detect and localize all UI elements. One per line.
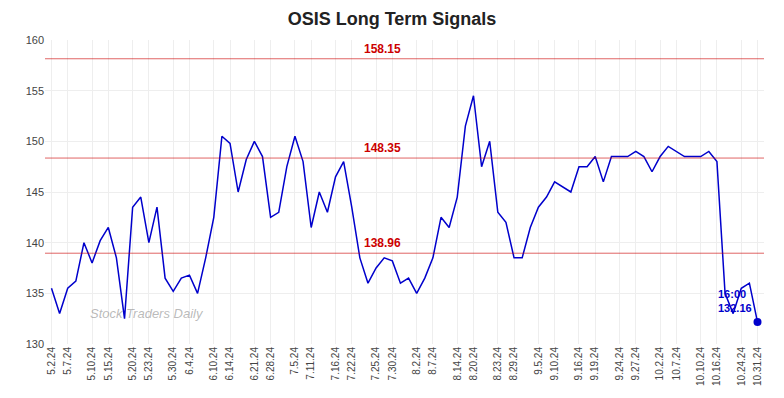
svg-text:5.30.24: 5.30.24 bbox=[167, 347, 178, 381]
svg-text:10.31.24: 10.31.24 bbox=[752, 347, 763, 386]
svg-text:5.23.24: 5.23.24 bbox=[143, 347, 154, 381]
svg-text:8.29.24: 8.29.24 bbox=[508, 347, 519, 381]
svg-text:9.10.24: 9.10.24 bbox=[549, 347, 560, 381]
svg-text:6.28.24: 6.28.24 bbox=[265, 347, 276, 381]
svg-text:145: 145 bbox=[26, 186, 44, 198]
svg-text:150: 150 bbox=[26, 135, 44, 147]
svg-text:158.15: 158.15 bbox=[364, 42, 401, 56]
svg-text:7.5.24: 7.5.24 bbox=[289, 347, 300, 375]
svg-text:7.16.24: 7.16.24 bbox=[330, 347, 341, 381]
svg-text:5.20.24: 5.20.24 bbox=[127, 347, 138, 381]
svg-text:6.14.24: 6.14.24 bbox=[224, 347, 235, 381]
svg-text:8.14.24: 8.14.24 bbox=[452, 347, 463, 381]
svg-text:140: 140 bbox=[26, 237, 44, 249]
svg-text:10.24.24: 10.24.24 bbox=[736, 347, 747, 386]
svg-text:8.23.24: 8.23.24 bbox=[492, 347, 503, 381]
svg-text:10.10.24: 10.10.24 bbox=[695, 347, 706, 386]
svg-text:10.7.24: 10.7.24 bbox=[671, 347, 682, 381]
svg-text:OSIS Long Term Signals: OSIS Long Term Signals bbox=[288, 9, 497, 29]
svg-text:7.30.24: 7.30.24 bbox=[387, 347, 398, 381]
svg-text:9.19.24: 9.19.24 bbox=[589, 347, 600, 381]
svg-text:5.2.24: 5.2.24 bbox=[46, 347, 57, 375]
svg-text:5.15.24: 5.15.24 bbox=[103, 347, 114, 381]
svg-text:8.20.24: 8.20.24 bbox=[468, 347, 479, 381]
svg-text:135: 135 bbox=[26, 287, 44, 299]
svg-text:7.22.24: 7.22.24 bbox=[346, 347, 357, 381]
svg-text:9.16.24: 9.16.24 bbox=[573, 347, 584, 381]
svg-text:Stock Traders Daily: Stock Traders Daily bbox=[90, 306, 204, 321]
svg-text:16:00132.16: 16:00132.16 bbox=[718, 288, 752, 314]
svg-text:130: 130 bbox=[26, 338, 44, 350]
svg-text:155: 155 bbox=[26, 85, 44, 97]
svg-text:6.4.24: 6.4.24 bbox=[184, 347, 195, 375]
svg-text:10.16.24: 10.16.24 bbox=[711, 347, 722, 386]
svg-text:9.27.24: 9.27.24 bbox=[630, 347, 641, 381]
svg-text:8.7.24: 8.7.24 bbox=[427, 347, 438, 375]
svg-text:6.21.24: 6.21.24 bbox=[249, 347, 260, 381]
svg-text:8.2.24: 8.2.24 bbox=[411, 347, 422, 375]
svg-text:160: 160 bbox=[26, 34, 44, 46]
svg-text:6.10.24: 6.10.24 bbox=[208, 347, 219, 381]
svg-text:148.35: 148.35 bbox=[364, 141, 401, 155]
svg-text:7.25.24: 7.25.24 bbox=[370, 347, 381, 381]
svg-text:5.7.24: 5.7.24 bbox=[62, 347, 73, 375]
svg-text:9.5.24: 9.5.24 bbox=[533, 347, 544, 375]
svg-text:10.2.24: 10.2.24 bbox=[654, 347, 665, 381]
svg-text:5.10.24: 5.10.24 bbox=[86, 347, 97, 381]
svg-text:7.11.24: 7.11.24 bbox=[305, 347, 316, 380]
svg-text:9.24.24: 9.24.24 bbox=[614, 347, 625, 381]
svg-text:138.96: 138.96 bbox=[364, 236, 401, 250]
